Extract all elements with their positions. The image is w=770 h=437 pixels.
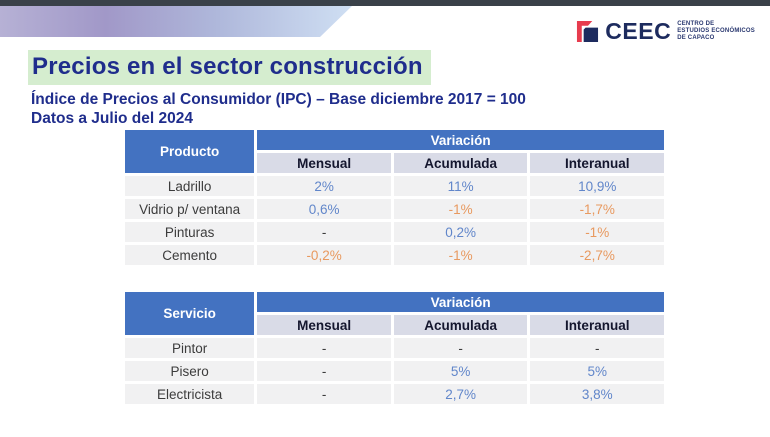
value-cell: 10,9% <box>530 176 664 196</box>
column-header-interanual: Interanual <box>530 153 664 173</box>
logo-tagline-line: CENTRO DE <box>677 21 715 27</box>
logo-wordmark: CEEC <box>605 18 672 44</box>
value-cell: - <box>257 338 391 358</box>
value-cell: -1% <box>530 222 664 242</box>
table-row: Pisero -5% 5% <box>125 361 664 381</box>
column-header-acumulada: Acumulada <box>393 153 528 173</box>
subtitle-line-1: Índice de Precios al Consumidor (IPC) – … <box>31 91 526 108</box>
value-cell: -1% <box>393 245 528 265</box>
value-cell: - <box>257 384 391 404</box>
top-accent-bar <box>0 0 770 6</box>
table-row: Electricista -2,7% 3,8% <box>125 384 664 404</box>
row-label: Pisero <box>125 361 255 381</box>
services-table: Servicio Variación Mensual Acumulada Interan… <box>122 289 667 407</box>
value-cell: 0,6% <box>257 199 391 219</box>
row-label: Pintor <box>125 338 255 358</box>
column-header-acumulada: Acumulada <box>393 315 528 335</box>
column-header-mensual: Mensual <box>257 153 391 173</box>
productos-group-header: Variación <box>257 130 664 150</box>
value-cell: - <box>530 338 664 358</box>
logo-tagline: CENTRO DE ESTUDIOS ECONÓMICOS DE CAPACO <box>677 21 755 42</box>
row-label: Pinturas <box>125 222 255 242</box>
ceec-logo: CEEC CENTRO DE ESTUDIOS ECONÓMICOS DE CA… <box>576 20 755 43</box>
table-row: Vidrio p/ ventana 0,6% -1% -1,7% <box>125 199 664 219</box>
row-label: Ladrillo <box>125 176 255 196</box>
value-cell: -1% <box>393 199 528 219</box>
value-cell: 2% <box>257 176 391 196</box>
title-block: Precios en el sector construcción Índice… <box>28 50 728 128</box>
logo-tagline-line: ESTUDIOS ECONÓMICOS <box>677 28 755 34</box>
value-cell: 2,7% <box>393 384 528 404</box>
column-header-interanual: Interanual <box>530 315 664 335</box>
table-row: Cemento -0,2% -1% -2,7% <box>125 245 664 265</box>
table-row: Pintor - - - <box>125 338 664 358</box>
table-row: Pinturas -0,2% -1% <box>125 222 664 242</box>
servicios-group-header: Variación <box>257 292 664 312</box>
value-cell: 11% <box>393 176 528 196</box>
logo-tagline-line: DE CAPACO <box>677 35 715 41</box>
column-header-mensual: Mensual <box>257 315 391 335</box>
servicios-first-col-header: Servicio <box>125 292 255 335</box>
row-label: Cemento <box>125 245 255 265</box>
productos-first-col-header: Producto <box>125 130 255 173</box>
value-cell: 0,2% <box>393 222 528 242</box>
value-cell: -2,7% <box>530 245 664 265</box>
value-cell: - <box>257 361 391 381</box>
page-title: Precios en el sector construcción <box>28 50 431 85</box>
ceec-logo-icon <box>577 20 599 43</box>
row-label: Vidrio p/ ventana <box>125 199 255 219</box>
products-table: Producto Variación Mensual Acumulada Interan… <box>122 127 667 268</box>
table-row: Ladrillo 2% 11% 10,9% <box>125 176 664 196</box>
value-cell: - <box>393 338 528 358</box>
value-cell: - <box>257 222 391 242</box>
header-ribbon <box>0 6 352 37</box>
value-cell: -1,7% <box>530 199 664 219</box>
value-cell: 3,8% <box>530 384 664 404</box>
productos-data-table: Producto Variación Mensual Acumulada Interan… <box>122 127 667 268</box>
subtitle-line-2: Datos a Julio del 2024 <box>31 110 193 127</box>
servicios-data-table: Servicio Variación Mensual Acumulada Interan… <box>122 289 667 407</box>
value-cell: 5% <box>530 361 664 381</box>
value-cell: -0,2% <box>257 245 391 265</box>
value-cell: 5% <box>393 361 528 381</box>
row-label: Electricista <box>125 384 255 404</box>
